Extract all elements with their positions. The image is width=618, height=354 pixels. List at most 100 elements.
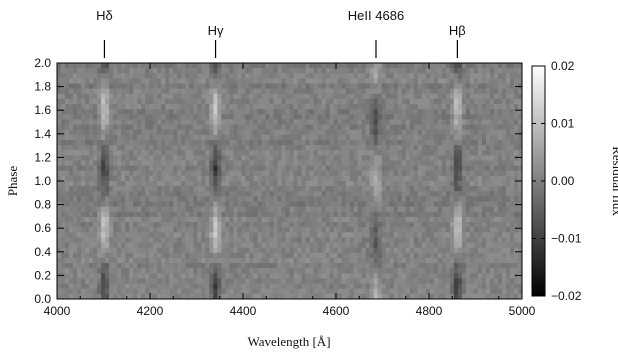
heatmap-cell xyxy=(497,155,503,162)
heatmap-cell xyxy=(337,119,343,126)
heatmap-cell xyxy=(485,73,491,79)
heatmap-cell xyxy=(297,114,303,121)
heatmap-cell xyxy=(285,63,291,69)
heatmap-cell xyxy=(333,139,339,146)
heatmap-cell xyxy=(389,201,395,208)
heatmap-cell xyxy=(221,119,226,126)
heatmap-cell xyxy=(241,93,247,100)
heatmap-cell xyxy=(129,191,134,197)
heatmap-cell xyxy=(261,150,267,156)
heatmap-cell xyxy=(209,83,214,90)
heatmap-cell xyxy=(105,278,110,285)
heatmap-cell xyxy=(325,134,331,141)
heatmap-cell xyxy=(185,175,190,182)
heatmap-cell xyxy=(261,63,267,69)
heatmap-cell xyxy=(185,222,190,228)
heatmap-cell xyxy=(245,114,251,121)
heatmap-cell xyxy=(501,175,507,182)
heatmap-cell xyxy=(485,63,491,69)
heatmap-cell xyxy=(361,88,367,95)
heatmap-cell xyxy=(209,68,214,74)
heatmap-cell xyxy=(401,78,407,85)
heatmap-cell xyxy=(217,93,222,100)
heatmap-cell xyxy=(201,278,206,285)
heatmap-cell xyxy=(461,83,467,90)
heatmap-cell xyxy=(137,93,142,100)
heatmap-cell xyxy=(381,216,387,223)
heatmap-cell xyxy=(177,232,182,239)
heatmap-cell xyxy=(293,134,299,141)
heatmap-cell xyxy=(217,98,222,105)
heatmap-cell xyxy=(225,124,230,131)
heatmap-cell xyxy=(485,160,491,167)
heatmap-cell xyxy=(233,114,238,121)
heatmap-cell xyxy=(301,252,307,259)
heatmap-cell xyxy=(101,68,106,74)
heatmap-cell xyxy=(293,181,299,187)
heatmap-cell xyxy=(345,124,351,131)
heatmap-cell xyxy=(65,222,70,228)
heatmap-cell xyxy=(345,191,351,197)
heatmap-cell xyxy=(81,155,86,162)
heatmap-cell xyxy=(505,263,511,269)
heatmap-cell xyxy=(277,196,283,203)
heatmap-cell xyxy=(193,129,198,136)
heatmap-cell xyxy=(305,242,311,249)
heatmap-cell xyxy=(337,263,343,269)
heatmap-cell xyxy=(385,268,391,274)
heatmap-cell xyxy=(385,206,391,213)
heatmap-cell xyxy=(477,278,483,285)
heatmap-cell xyxy=(277,114,283,121)
heatmap-cell xyxy=(193,257,198,264)
heatmap-cell xyxy=(237,93,242,100)
heatmap-cell xyxy=(61,283,66,290)
heatmap-cell xyxy=(433,206,439,213)
heatmap-cell xyxy=(57,196,62,203)
heatmap-cell xyxy=(177,109,182,115)
heatmap-cell xyxy=(133,247,138,254)
heatmap-cell xyxy=(157,175,162,182)
heatmap-cell xyxy=(245,247,251,254)
heatmap-cell xyxy=(325,155,331,162)
heatmap-cell xyxy=(65,211,70,218)
heatmap-cell xyxy=(153,150,158,156)
heatmap-cell xyxy=(201,68,206,74)
heatmap-cell xyxy=(417,252,423,259)
heatmap-cell xyxy=(77,170,82,177)
heatmap-cell xyxy=(457,237,463,244)
heatmap-cell xyxy=(141,186,146,192)
heatmap-cell xyxy=(517,170,522,177)
heatmap-cell xyxy=(493,273,499,280)
heatmap-cell xyxy=(229,186,234,192)
heatmap-cell xyxy=(121,160,126,167)
heatmap-cell xyxy=(485,124,491,131)
heatmap-cell xyxy=(205,186,210,192)
heatmap-cell xyxy=(201,63,206,69)
heatmap-cell xyxy=(225,93,230,100)
heatmap-cell xyxy=(225,139,230,146)
heatmap-cell xyxy=(373,186,379,192)
heatmap-cell xyxy=(293,160,299,167)
heatmap-cell xyxy=(217,237,222,244)
heatmap-cell xyxy=(173,263,178,269)
heatmap-cell xyxy=(141,145,146,151)
heatmap-cell xyxy=(249,139,255,146)
heatmap-cell xyxy=(237,273,242,280)
heatmap-cell xyxy=(217,68,222,74)
heatmap-cell xyxy=(209,237,214,244)
heatmap-cell xyxy=(513,155,519,162)
heatmap-cell xyxy=(173,63,178,69)
heatmap-cell xyxy=(341,273,347,280)
heatmap-cell xyxy=(417,93,423,100)
heatmap-cell xyxy=(473,98,479,105)
heatmap-cell xyxy=(145,93,150,100)
heatmap-cell xyxy=(233,181,238,187)
heatmap-cell xyxy=(77,165,82,172)
heatmap-cell xyxy=(429,134,435,141)
heatmap-cell xyxy=(281,247,287,254)
heatmap-cell xyxy=(361,278,367,285)
heatmap-cell xyxy=(141,139,146,146)
heatmap-cell xyxy=(473,78,479,85)
heatmap-cell xyxy=(517,232,522,239)
heatmap-cell xyxy=(197,175,202,182)
